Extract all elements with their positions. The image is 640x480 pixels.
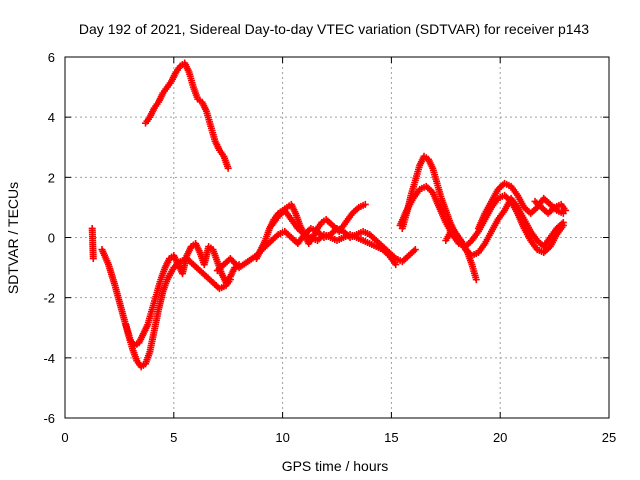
data-point xyxy=(472,276,480,284)
series-arc-11 xyxy=(474,179,567,232)
x-axis-label: GPS time / hours xyxy=(282,458,389,474)
data-point xyxy=(559,218,567,226)
y-tick-label: -2 xyxy=(43,291,55,306)
data-point xyxy=(224,164,232,172)
chart-title: Day 192 of 2021, Sidereal Day-to-day VTE… xyxy=(79,21,589,37)
axis-ticks: 0 5 10 15 20 25 -6 -4 -2 0 2 4 6 xyxy=(43,50,616,445)
x-tick-label: 25 xyxy=(602,430,616,445)
y-tick-label: 6 xyxy=(48,50,55,65)
y-tick-label: 0 xyxy=(48,231,55,246)
series-arc-9 xyxy=(396,182,567,257)
data-point xyxy=(561,206,569,214)
x-tick-label: 5 xyxy=(170,430,177,445)
series-arc-8 xyxy=(398,152,480,284)
y-tick-label: -6 xyxy=(43,411,55,426)
y-tick-label: -4 xyxy=(43,351,55,366)
grid xyxy=(65,57,609,418)
series-arc-7 xyxy=(268,206,400,269)
y-axis-label: SDTVAR / TECUs xyxy=(5,182,21,294)
data-point xyxy=(89,255,97,263)
x-tick-label: 15 xyxy=(384,430,398,445)
series-arc-3 xyxy=(122,240,243,350)
y-tick-label: 4 xyxy=(48,110,55,125)
series-arc-12 xyxy=(531,197,569,217)
data-point xyxy=(392,261,400,269)
y-tick-label: 2 xyxy=(48,170,55,185)
series-arc-4 xyxy=(142,59,232,172)
data-point xyxy=(411,246,419,254)
x-tick-label: 10 xyxy=(275,430,289,445)
plot-border xyxy=(64,56,610,419)
data-points xyxy=(88,59,569,371)
x-tick-label: 0 xyxy=(61,430,68,445)
x-tick-label: 20 xyxy=(493,430,507,445)
series-arc-10 xyxy=(442,194,567,260)
data-point xyxy=(361,200,369,208)
series-arc-1 xyxy=(88,224,97,263)
